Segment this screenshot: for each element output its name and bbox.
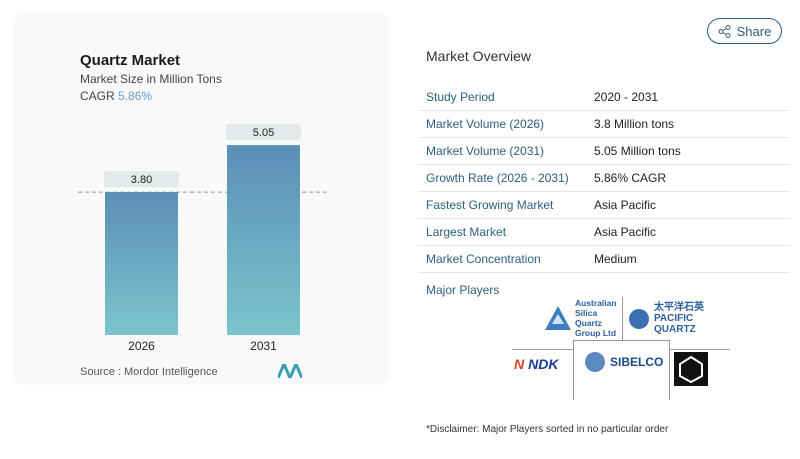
- chart-card: [12, 12, 390, 385]
- pacific-quartz-logo-icon: [629, 308, 649, 329]
- cagr-value: 5.86%: [118, 89, 153, 103]
- row-label: Fastest Growing Market: [426, 198, 554, 212]
- bar-chart: 3.80 2026 5.05 2031: [78, 124, 328, 353]
- cagr: CAGR 5.86%: [80, 89, 152, 103]
- row-label: Growth Rate (2026 - 2031): [426, 171, 569, 185]
- share-icon: [718, 24, 731, 38]
- bar-2026: [105, 192, 178, 335]
- x-tick-label: 2026: [128, 339, 155, 353]
- cagr-label: CAGR: [80, 89, 115, 103]
- player-name-ndk: NDK: [528, 356, 559, 372]
- overview-title: Market Overview: [426, 48, 532, 64]
- player-logo-pacific-quartz: 太平洋石英 PACIFIC QUARTZ: [628, 302, 716, 335]
- sibelco-globe-icon: [585, 352, 605, 372]
- row-value: Asia Pacific: [594, 225, 657, 239]
- row-label: Study Period: [426, 90, 495, 104]
- row-value: 5.05 Million tons: [594, 144, 681, 158]
- overview-row: Market Volume (2031) 5.05 Million tons: [418, 138, 790, 165]
- row-value: 2020 - 2031: [594, 90, 659, 104]
- player-logo-quartz-company: [674, 352, 708, 386]
- row-label: Market Volume (2031): [426, 144, 545, 158]
- row-value: 5.86% CAGR: [594, 171, 667, 185]
- chart-title: Quartz Market: [80, 52, 181, 69]
- overview-row: Growth Rate (2026 - 2031) 5.86% CAGR: [418, 165, 790, 192]
- data-label-bg: [104, 171, 179, 188]
- chart-subtitle: Market Size in Million Tons: [80, 72, 222, 86]
- disclaimer: *Disclaimer: Major Players sorted in no …: [426, 424, 669, 435]
- overview-row: Study Period 2020 - 2031: [418, 84, 790, 111]
- source: Source : Mordor Intelligence: [80, 366, 218, 378]
- overview-row: Fastest Growing Market Asia Pacific: [418, 192, 790, 219]
- overview-row: Largest Market Asia Pacific: [418, 219, 790, 246]
- row-label: Market Volume (2026): [426, 117, 545, 131]
- row-label: Market Concentration: [426, 252, 541, 266]
- data-label: 3.80: [131, 174, 152, 186]
- overview-row: Market Concentration Medium: [418, 246, 790, 273]
- player-logo-ndk: N NDK: [514, 356, 559, 372]
- mordor-logo-icon: [278, 364, 302, 378]
- share-label: Share: [736, 23, 772, 39]
- overview-row: Market Volume (2026) 3.8 Million tons: [418, 111, 790, 138]
- player-logo-asq: Australian Silica Quartz Group Ltd: [545, 298, 623, 338]
- x-tick-label: 2031: [250, 339, 277, 353]
- bar-2031: [227, 145, 300, 335]
- player-logo-sibelco: SIBELCO: [584, 351, 663, 373]
- row-value: 3.8 Million tons: [594, 117, 675, 131]
- row-label: Largest Market: [426, 225, 507, 239]
- data-label: 5.05: [253, 127, 274, 139]
- player-name-sibelco: SIBELCO: [610, 355, 664, 369]
- row-value: Medium: [594, 252, 637, 266]
- player-name-pacific-quartz: 太平洋石英 PACIFIC QUARTZ: [654, 302, 704, 335]
- share-button[interactable]: Share: [707, 18, 782, 44]
- asq-logo-icon: [545, 306, 571, 330]
- row-value: Asia Pacific: [594, 198, 657, 212]
- major-players-label: Major Players: [426, 283, 500, 297]
- player-name-asq: Australian Silica Quartz Group Ltd: [575, 298, 617, 338]
- quartz-company-logo-icon: [674, 352, 708, 386]
- data-label-bg: [226, 124, 301, 141]
